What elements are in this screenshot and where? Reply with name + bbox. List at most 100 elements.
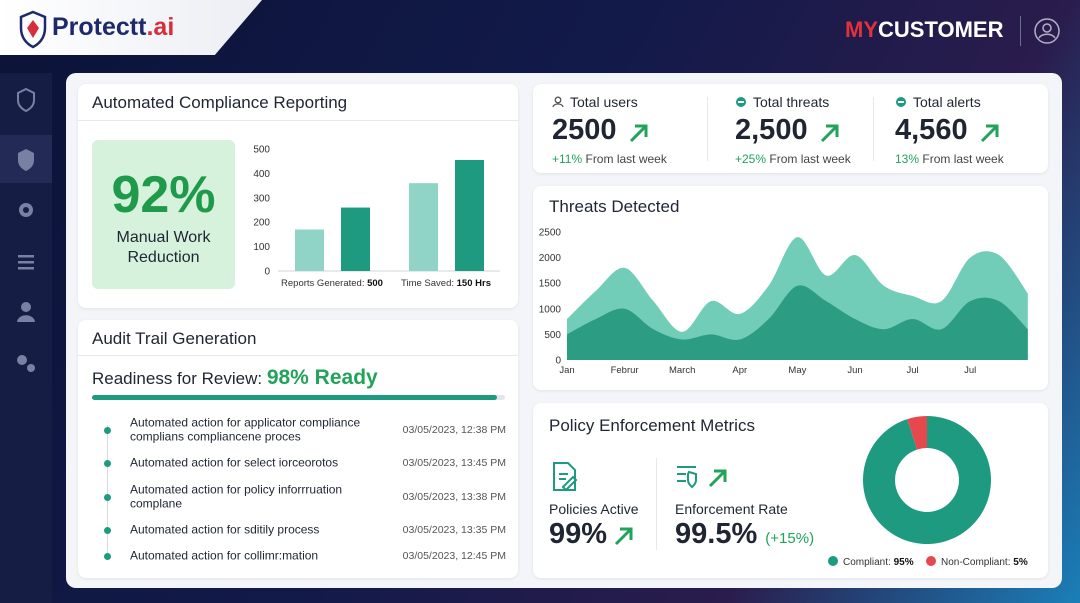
kpi-box (92, 140, 235, 289)
legend-entry: Compliant: 95% (843, 557, 914, 568)
arrow (629, 124, 648, 143)
stat-change: +25% From last week (735, 152, 851, 166)
divider (707, 97, 708, 161)
stat-value: 2,500 (735, 114, 808, 146)
card-title: Automated Compliance Reporting (92, 93, 348, 112)
brand: Protectt.ai (52, 13, 174, 42)
y-tick-label: 400 (253, 169, 270, 180)
change-value: +11% (552, 152, 583, 166)
stat-icon (552, 96, 564, 108)
stat-value: 4,560 (895, 114, 968, 146)
area-chart: Threats Detected 0 500 1000 1500 2000 2500 Jan F… (539, 197, 1028, 376)
timeline-dot (104, 527, 111, 534)
customer-name: CUSTOMER (878, 17, 1004, 42)
category: Reports Generated: (281, 278, 364, 289)
y-tick-label: 200 (253, 218, 270, 229)
y-tick-label: 2500 (539, 228, 562, 239)
readiness-value: 98% Ready (266, 366, 378, 389)
readiness: Readiness for Review: 98% Ready (92, 366, 378, 390)
bar (455, 159, 484, 271)
x-tick-label: Reports Generated: 500 (281, 278, 383, 289)
slice (907, 416, 927, 450)
timeline-dot (104, 460, 111, 467)
up-arrow (629, 124, 648, 143)
metric-label: Policies Active (549, 501, 639, 517)
y-tick-label: 0 (555, 356, 561, 367)
divider (873, 97, 874, 161)
arrow (820, 124, 839, 143)
metric-label: Enforcement Rate (675, 501, 788, 517)
divider (78, 355, 518, 356)
metric-change: (+15%) (765, 530, 815, 547)
legend-label: Compliant: (843, 557, 891, 568)
entry-time: 03/05/2023, 12:45 PM (402, 550, 506, 562)
sidebar-icons[interactable] (0, 73, 52, 393)
stat-label: Total threats (753, 94, 830, 110)
timeline-dot (104, 427, 111, 434)
icon (552, 103, 564, 108)
customer: MYCUSTOMER (845, 17, 1004, 43)
entry-time: 03/05/2023, 13:38 PM (402, 491, 506, 503)
kpi-label: Manual Work Reduction (116, 229, 211, 266)
policy-icon (553, 462, 578, 492)
metric-value: 99.5% (675, 518, 758, 550)
stat-change: 13% From last week (895, 152, 1004, 166)
x-tick-label: Jun (847, 365, 862, 376)
legend-dot (828, 556, 838, 566)
donut-chart: Compliant: 95% Non-Compliant: 5% (828, 416, 1028, 568)
y-tick-label: 2000 (539, 253, 562, 264)
legend-entry: Non-Compliant: 5% (941, 557, 1028, 568)
legend-value: 5% (1013, 557, 1028, 568)
entry-text: Automated action for policy inforrruatio… (130, 482, 343, 510)
y-tick-label: 1500 (539, 279, 562, 290)
bar (341, 207, 370, 271)
entry-time: 03/05/2023, 13:45 PM (402, 457, 506, 469)
card-title: Audit Trail Generation (92, 329, 257, 348)
divider (656, 458, 657, 550)
x-tick-label: Februr (611, 365, 639, 376)
chart-title: Threats Detected (549, 197, 679, 216)
arrow (980, 124, 999, 143)
bar (409, 183, 438, 271)
change-text: From last week (769, 152, 851, 166)
y-tick-label: 500 (253, 145, 270, 156)
x-tick-label: Jan (559, 365, 574, 376)
legend-label: Non-Compliant: (941, 557, 1010, 568)
legend-value: 95% (894, 557, 914, 568)
logo-icon (19, 10, 47, 49)
x-tick-label: Apr (732, 365, 747, 376)
change-value: +25% (735, 152, 767, 166)
y-tick-label: 1000 (539, 304, 562, 315)
rate-line: 99.5% (+15%) (675, 518, 814, 551)
legend-dot (926, 556, 936, 566)
entry-text: Automated action for collimr:mation (130, 548, 319, 563)
logo-area (0, 0, 262, 55)
icon (554, 96, 562, 104)
entry-text: Automated action for sditily process (130, 522, 320, 537)
slice (862, 416, 992, 544)
entry-time: 03/05/2023, 13:35 PM (402, 524, 506, 536)
category-value: 500 (367, 278, 383, 289)
divider (78, 120, 518, 121)
rate-icon (677, 466, 727, 489)
stat-label: Total users (570, 94, 638, 110)
card-title: Policy Enforcement Metrics (549, 416, 755, 435)
y-tick-label: 300 (253, 193, 270, 204)
kpi-value: 92% (111, 166, 216, 224)
stat-change: +11% From last week (552, 152, 667, 166)
user-avatar[interactable] (1033, 17, 1061, 45)
stat-icon (736, 97, 746, 107)
entry-time: 03/05/2023, 12:38 PM (402, 424, 506, 436)
brand-name: Protectt (52, 13, 147, 41)
timeline-dot (104, 553, 111, 560)
category-value: 150 Hrs (457, 278, 491, 289)
icon (898, 101, 904, 103)
bar (295, 229, 324, 271)
x-tick-label: May (788, 365, 806, 376)
y-tick-label: 0 (264, 267, 270, 278)
stats-card (533, 84, 1048, 173)
brand-suffix: .ai (146, 13, 175, 41)
customer-prefix: MY (845, 17, 878, 42)
entry-text: Automated action for select iorceorotos (130, 455, 339, 470)
